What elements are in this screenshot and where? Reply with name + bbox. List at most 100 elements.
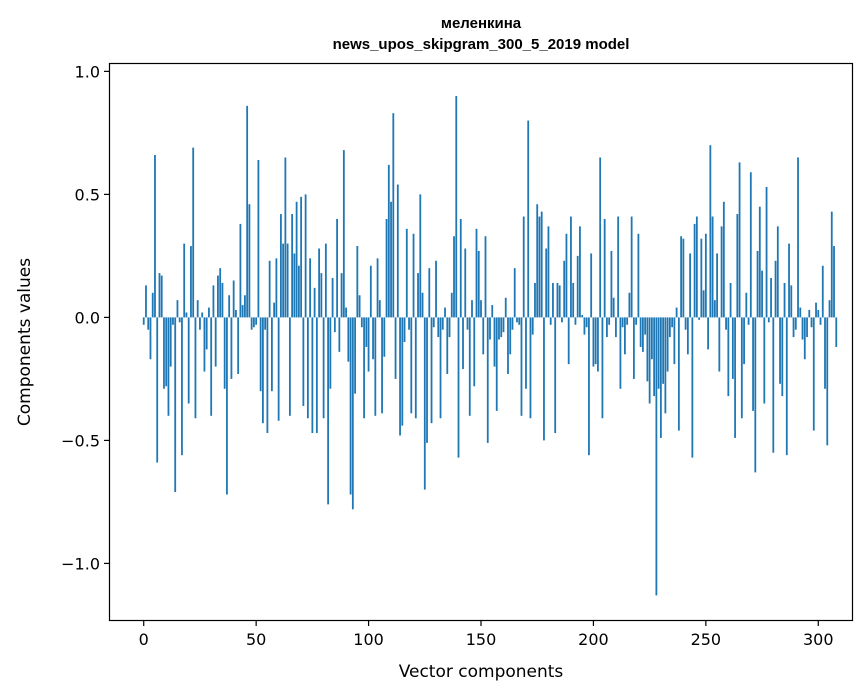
bar: [288, 317, 291, 416]
bar: [511, 317, 514, 330]
bar: [417, 273, 419, 318]
bar: [588, 317, 590, 456]
bar: [450, 292, 453, 318]
bar: [731, 317, 734, 379]
bar: [644, 317, 647, 335]
bar: [574, 317, 577, 325]
bar: [320, 273, 323, 318]
bar: [428, 268, 431, 318]
bar: [686, 317, 689, 355]
bar: [781, 317, 784, 397]
bar: [482, 317, 485, 355]
bar: [358, 295, 361, 318]
bar: [156, 317, 159, 463]
bar: [601, 317, 604, 419]
bar: [624, 317, 626, 355]
bar: [205, 317, 208, 350]
bar: [486, 317, 489, 443]
bar: [158, 273, 161, 318]
bar: [151, 292, 154, 318]
bar: [437, 317, 440, 338]
bar: [356, 246, 359, 318]
bar: [160, 275, 163, 318]
bar: [711, 216, 714, 318]
bar: [491, 305, 494, 318]
bar: [590, 253, 593, 318]
bar: [534, 282, 536, 318]
bar: [354, 317, 356, 394]
bar: [190, 246, 192, 318]
bar: [390, 201, 392, 318]
bar: [581, 314, 584, 318]
bar: [399, 317, 401, 436]
bar: [520, 317, 523, 416]
bar: [192, 147, 195, 318]
bar: [185, 312, 188, 318]
bar: [754, 317, 757, 473]
bar: [707, 317, 709, 350]
bar: [446, 317, 449, 374]
y-axis-ticks: −1.0 −0.5 0.0 0.5 1.0: [61, 62, 110, 573]
bar: [410, 317, 413, 414]
x-tick-label: 50: [246, 630, 266, 649]
bar: [338, 317, 341, 352]
bar: [817, 310, 820, 318]
bar: [700, 238, 703, 318]
bar: [365, 317, 368, 347]
bar: [628, 292, 631, 318]
bar: [770, 278, 772, 318]
bar: [779, 317, 781, 384]
bar: [830, 211, 833, 318]
bar: [565, 233, 568, 318]
bar: [275, 258, 278, 318]
bar: [583, 317, 586, 335]
bar: [502, 317, 505, 333]
bar: [387, 164, 390, 318]
bars-group: [142, 95, 838, 596]
bar: [570, 216, 572, 318]
bar: [527, 120, 530, 318]
bar: [801, 317, 804, 340]
bar: [812, 317, 815, 431]
bar: [691, 317, 694, 458]
bar: [266, 317, 269, 434]
bar: [333, 317, 336, 333]
bar: [579, 226, 581, 318]
bar: [367, 317, 370, 372]
bar: [543, 317, 545, 441]
bar: [828, 300, 831, 318]
bar: [547, 226, 550, 318]
y-tick-label: −1.0: [61, 554, 100, 573]
bar: [385, 218, 388, 318]
bar: [740, 317, 743, 419]
bar: [675, 307, 678, 318]
bar: [324, 243, 327, 318]
bar: [592, 317, 595, 367]
bar: [477, 250, 480, 318]
bar: [489, 317, 491, 340]
bar: [457, 317, 460, 458]
chart-title-line1: меленкина: [441, 15, 522, 32]
bar: [655, 317, 658, 596]
bar: [473, 317, 476, 387]
bar: [212, 285, 215, 318]
bar: [300, 196, 303, 318]
bar: [720, 226, 723, 318]
bar: [626, 317, 629, 325]
bar: [232, 280, 235, 318]
bar: [545, 248, 548, 318]
bar: [376, 258, 379, 318]
bar: [695, 216, 698, 318]
bar: [498, 317, 500, 340]
bar: [552, 282, 554, 318]
bar: [241, 305, 244, 318]
bar: [172, 317, 174, 325]
bar: [815, 302, 817, 318]
bar: [765, 187, 768, 318]
bar: [639, 317, 642, 347]
bar: [826, 317, 829, 446]
x-tick-label: 300: [803, 630, 834, 649]
bar: [250, 317, 253, 330]
bar: [504, 297, 507, 318]
bar: [610, 250, 613, 318]
